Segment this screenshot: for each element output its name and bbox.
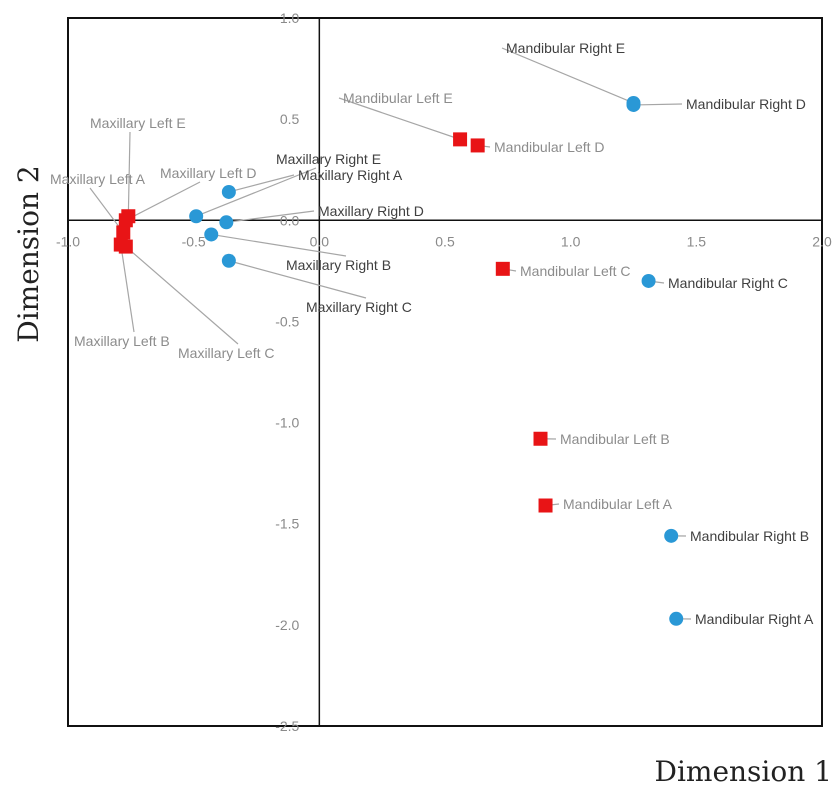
- point-label: Maxillary Left D: [160, 165, 256, 181]
- square-point: [116, 225, 131, 240]
- x-tick-label: -1.0: [56, 233, 80, 249]
- y-tick-label: -1.0: [275, 415, 299, 431]
- leader-lines: [89, 47, 692, 620]
- circle-point: [641, 273, 656, 288]
- point-label: Maxillary Right D: [318, 203, 424, 219]
- x-axis-title: Dimension 1: [655, 755, 833, 785]
- leader-line: [89, 187, 124, 233]
- point-label: Mandibular Right D: [686, 96, 806, 112]
- y-axis-title: Dimension 2: [12, 165, 45, 343]
- leader-line: [125, 246, 239, 345]
- x-tick-labels: -1.0 -0.5 0.0 0.5 1.0 1.5 2.0: [56, 233, 832, 249]
- y-tick-label: -0.5: [275, 313, 299, 329]
- leader-line: [228, 260, 367, 299]
- point-label: Maxillary Left C: [178, 345, 274, 361]
- x-tick-label: 1.0: [561, 233, 581, 249]
- point-label: Maxillary Left E: [90, 115, 186, 131]
- y-tick-label: -1.5: [275, 516, 299, 532]
- circle-point: [221, 253, 236, 268]
- point-labels: Maxillary Left A Maxillary Left B Maxillar…: [50, 40, 814, 627]
- x-tick-label: 1.5: [687, 233, 707, 249]
- square-point: [453, 132, 468, 147]
- point-label: Mandibular Left E: [343, 90, 453, 106]
- point-label: Mandibular Left B: [560, 431, 670, 447]
- y-tick-label: 1.0: [280, 10, 300, 26]
- circle-point: [219, 215, 234, 230]
- point-label: Maxillary Left B: [74, 333, 170, 349]
- point-label: Maxillary Right E: [276, 151, 381, 167]
- circle-point: [221, 184, 236, 199]
- y-tick-label: 0.5: [280, 111, 300, 127]
- point-label: Mandibular Right E: [506, 40, 625, 56]
- point-label: Maxillary Right B: [286, 257, 391, 273]
- point-label: Mandibular Right B: [690, 528, 809, 544]
- square-point: [118, 239, 133, 254]
- square-point: [470, 138, 485, 153]
- x-tick-label: 0.0: [310, 233, 330, 249]
- leader-line: [228, 174, 295, 193]
- y-tick-label: -2.5: [275, 718, 299, 734]
- point-label: Mandibular Right A: [695, 611, 814, 627]
- point-label: Mandibular Left D: [494, 139, 605, 155]
- leader-line: [226, 210, 315, 223]
- circle-point: [669, 611, 684, 626]
- point-label: Maxillary Right C: [306, 299, 412, 315]
- leader-line: [211, 233, 347, 257]
- point-label: Mandibular Left A: [563, 496, 673, 512]
- plot-frame: [67, 17, 823, 727]
- circle-point: [626, 95, 641, 110]
- x-tick-label: 0.5: [435, 233, 455, 249]
- square-point: [495, 261, 510, 276]
- point-label: Maxillary Left A: [50, 171, 146, 187]
- leader-line: [127, 131, 131, 217]
- leader-line: [501, 47, 634, 104]
- square-point: [533, 431, 548, 446]
- y-tick-label: -2.0: [275, 617, 299, 633]
- leader-line: [633, 103, 683, 106]
- leader-line: [195, 167, 317, 217]
- circle-point: [189, 209, 204, 224]
- point-label: Mandibular Right C: [668, 275, 788, 291]
- y-tick-label: 0.0: [280, 212, 300, 228]
- y-tick-labels: 1.0 0.5 0.0 -0.5 -1.0 -1.5 -2.0 -2.5: [275, 10, 299, 734]
- point-label: Mandibular Left C: [520, 263, 631, 279]
- square-point: [121, 209, 136, 224]
- leader-line: [125, 181, 201, 221]
- circle-point: [664, 528, 679, 543]
- leader-line: [338, 97, 461, 140]
- x-tick-label: -0.5: [182, 233, 206, 249]
- leader-line: [120, 244, 135, 333]
- data-points: [113, 95, 684, 626]
- point-label: Maxillary Right A: [298, 167, 403, 183]
- square-point: [538, 498, 553, 513]
- x-tick-label: 2.0: [812, 233, 832, 249]
- circle-point: [204, 227, 219, 242]
